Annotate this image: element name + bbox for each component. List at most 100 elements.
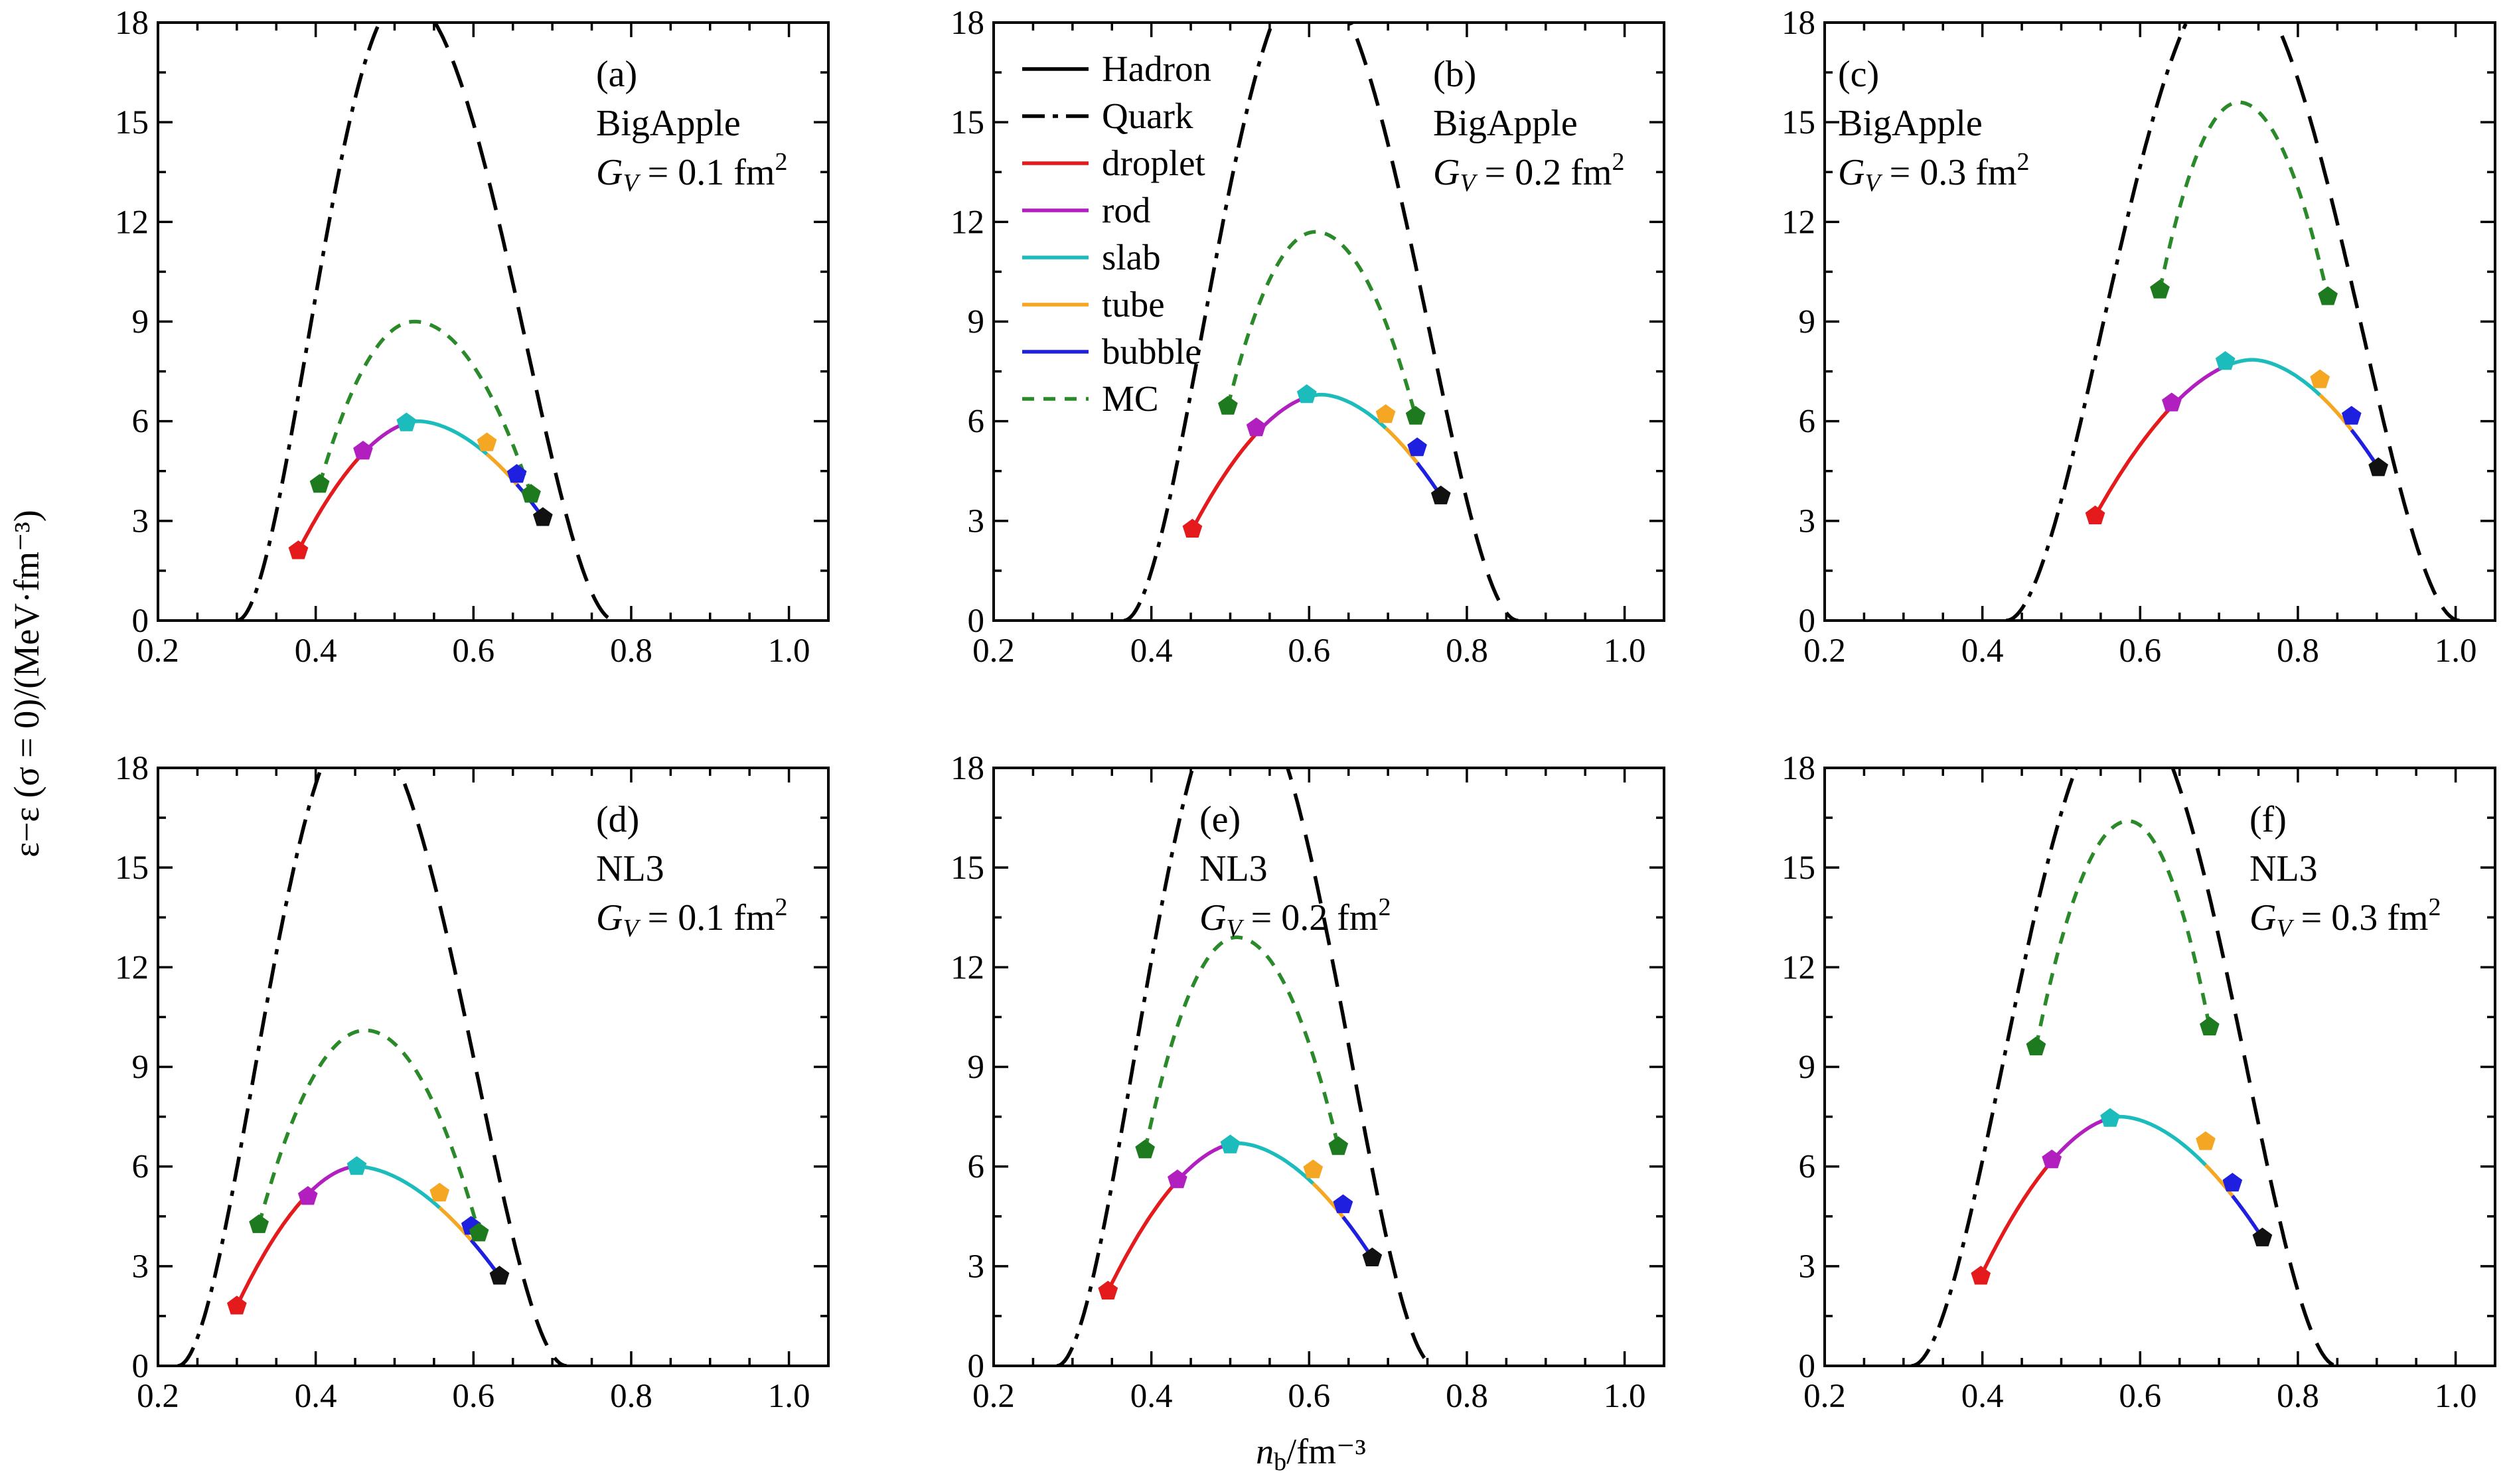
tube-marker xyxy=(429,1183,450,1202)
slab-marker xyxy=(396,412,417,431)
x-tick-label: 0.2 xyxy=(137,632,179,670)
rod-marker xyxy=(1168,1169,1187,1189)
x-tick-label: 0.4 xyxy=(1130,632,1173,670)
model-label: NL3 xyxy=(2249,848,2318,889)
x-tick-label: 1.0 xyxy=(768,632,810,670)
mc-curve xyxy=(317,319,533,495)
mc-marker xyxy=(1328,1136,1349,1155)
end-marker xyxy=(1430,485,1451,504)
mc-marker xyxy=(1135,1139,1155,1159)
panel-tag: (c) xyxy=(1838,54,1879,95)
x-tick-label: 0.8 xyxy=(610,1378,652,1415)
x-tick-label: 1.0 xyxy=(2435,632,2477,670)
hadron-curve xyxy=(1348,23,1519,621)
x-tick-label: 0.4 xyxy=(1961,1378,2004,1415)
droplet-marker xyxy=(288,540,309,559)
x-tick-label: 0.2 xyxy=(972,632,1015,670)
rod-marker xyxy=(1246,417,1266,437)
y-tick-label: 6 xyxy=(1799,404,1816,441)
x-tick-label: 1.0 xyxy=(1604,632,1646,670)
x-tick-label: 0.6 xyxy=(452,1378,494,1415)
gv-label: GV = 0.1 fm2 xyxy=(596,148,787,197)
gv-label: GV = 0.3 fm2 xyxy=(1838,148,2029,197)
legend-label-hadron: Hadron xyxy=(1102,48,1211,89)
x-tick-label: 0.2 xyxy=(1803,1378,1846,1415)
plot-frame xyxy=(1823,767,2496,1367)
y-tick-label: 18 xyxy=(950,750,984,787)
mc-curve xyxy=(257,1028,481,1234)
droplet-curve xyxy=(1190,432,1258,530)
x-tick-label: 0.6 xyxy=(1288,632,1330,670)
legend: Hadron Quark droplet rod slab tube bubble MC xyxy=(1022,48,1211,419)
legend-label-tube: tube xyxy=(1102,284,1165,325)
y-tick-label: 15 xyxy=(1782,850,1815,887)
mc-marker xyxy=(469,1223,489,1242)
slab-curve xyxy=(2224,358,2322,397)
y-tick-label: 18 xyxy=(115,5,149,42)
tube-marker xyxy=(2310,369,2330,388)
plot-area xyxy=(236,23,616,621)
plot-area xyxy=(1911,768,2338,1366)
y-tick-label: 6 xyxy=(132,404,149,441)
panel-tag: (b) xyxy=(1433,54,1476,95)
end-marker xyxy=(533,507,553,526)
y-tick-label: 12 xyxy=(115,949,149,986)
end-marker xyxy=(489,1266,510,1285)
rod-curve xyxy=(1176,1142,1231,1182)
tube-marker xyxy=(2196,1131,2216,1150)
y-tick-label: 6 xyxy=(1799,1149,1816,1186)
y-tick-label: 9 xyxy=(968,1049,985,1086)
y-tick-label: 18 xyxy=(1782,750,1815,787)
bubble-curve xyxy=(2231,1195,2264,1239)
panel-tag: (e) xyxy=(1199,799,1241,840)
y-tick-label: 3 xyxy=(1799,503,1816,540)
rod-marker xyxy=(2042,1150,2062,1169)
y-tick-label: 18 xyxy=(115,750,149,787)
droplet-marker xyxy=(2085,505,2105,524)
y-tick-label: 0 xyxy=(968,603,985,640)
mc-curve xyxy=(1226,230,1418,417)
y-tick-label: 18 xyxy=(1782,5,1815,42)
droplet-curve xyxy=(1979,1159,2054,1277)
x-tick-label: 0.4 xyxy=(295,1378,337,1415)
y-axis-title: ε−ε (σ = 0)/(MeV·fm⁻³) xyxy=(7,510,46,857)
y-tick-label: 12 xyxy=(1782,949,1815,986)
slab-marker xyxy=(2215,350,2236,370)
gv-label: GV = 0.1 fm2 xyxy=(596,893,787,942)
x-tick-label: 0.8 xyxy=(2277,632,2319,670)
x-tick-label: 0.6 xyxy=(2119,632,2161,670)
x-tick-label: 0.4 xyxy=(1130,1378,1173,1415)
plot-area xyxy=(2006,23,2460,621)
x-axis-title: nb/fm⁻³ xyxy=(1256,1432,1366,1476)
mc-marker xyxy=(1405,406,1426,425)
model-label: BigApple xyxy=(1838,103,1983,144)
legend-label-droplet: droplet xyxy=(1102,143,1205,183)
hadron-curve xyxy=(2170,768,2338,1366)
quark-curve xyxy=(1056,768,1195,1366)
x-tick-label: 1.0 xyxy=(768,1378,810,1415)
y-tick-label: 12 xyxy=(1782,204,1815,241)
mc-curve xyxy=(2158,100,2330,297)
y-tick-label: 9 xyxy=(132,1049,149,1086)
mc-marker xyxy=(2150,279,2170,299)
legend-label-bubble: bubble xyxy=(1102,331,1201,372)
bubble-curve xyxy=(1341,1215,1374,1259)
end-marker xyxy=(2252,1227,2273,1246)
bubble-marker xyxy=(2341,406,2362,425)
hadron-curve xyxy=(1285,768,1436,1366)
y-tick-label: 9 xyxy=(968,304,985,341)
bubble-marker xyxy=(1407,437,1427,457)
gv-label: GV = 0.2 fm2 xyxy=(1199,893,1391,942)
x-tick-label: 0.8 xyxy=(610,632,652,670)
slab-curve xyxy=(1306,392,1387,429)
plot-area xyxy=(1123,23,1519,621)
x-tick-label: 0.4 xyxy=(1961,632,2004,670)
droplet-marker xyxy=(1098,1280,1118,1299)
mc-curve xyxy=(2034,819,2212,1048)
y-tick-label: 3 xyxy=(132,503,149,540)
x-tick-label: 0.4 xyxy=(295,632,337,670)
